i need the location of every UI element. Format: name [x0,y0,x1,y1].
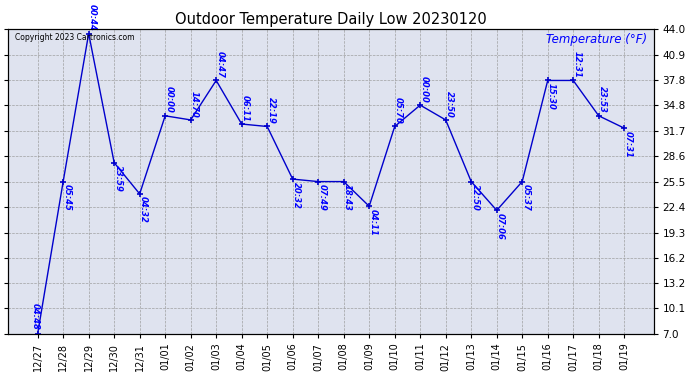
Text: 18:43: 18:43 [343,184,352,211]
Text: 04:48: 04:48 [30,303,39,330]
Text: 23:59: 23:59 [113,165,123,192]
Text: Temperature (°F): Temperature (°F) [546,33,647,45]
Title: Outdoor Temperature Daily Low 20230120: Outdoor Temperature Daily Low 20230120 [175,12,487,27]
Text: 23:50: 23:50 [445,91,454,117]
Text: 07:49: 07:49 [317,184,326,211]
Text: 22:19: 22:19 [266,97,275,124]
Text: 15:30: 15:30 [547,83,556,110]
Text: 14:70: 14:70 [190,91,199,117]
Text: 04:32: 04:32 [139,196,148,223]
Text: 05:37: 05:37 [522,184,531,211]
Text: 06:11: 06:11 [241,95,250,122]
Text: 07:06: 07:06 [496,213,505,240]
Text: 04:47: 04:47 [215,51,224,78]
Text: 20:32: 20:32 [292,182,301,209]
Text: 07:31: 07:31 [624,130,633,158]
Text: 00:00: 00:00 [164,87,173,113]
Text: 00:00: 00:00 [420,76,428,103]
Text: 05:45: 05:45 [63,184,72,211]
Text: 05:70: 05:70 [394,97,403,124]
Text: Copyright 2023 Cartronics.com: Copyright 2023 Cartronics.com [14,33,135,42]
Text: 23:53: 23:53 [598,87,607,113]
Text: 04:11: 04:11 [368,209,377,236]
Text: 22:50: 22:50 [471,184,480,211]
Text: 12:31: 12:31 [573,51,582,78]
Text: 00:44: 00:44 [88,4,97,31]
